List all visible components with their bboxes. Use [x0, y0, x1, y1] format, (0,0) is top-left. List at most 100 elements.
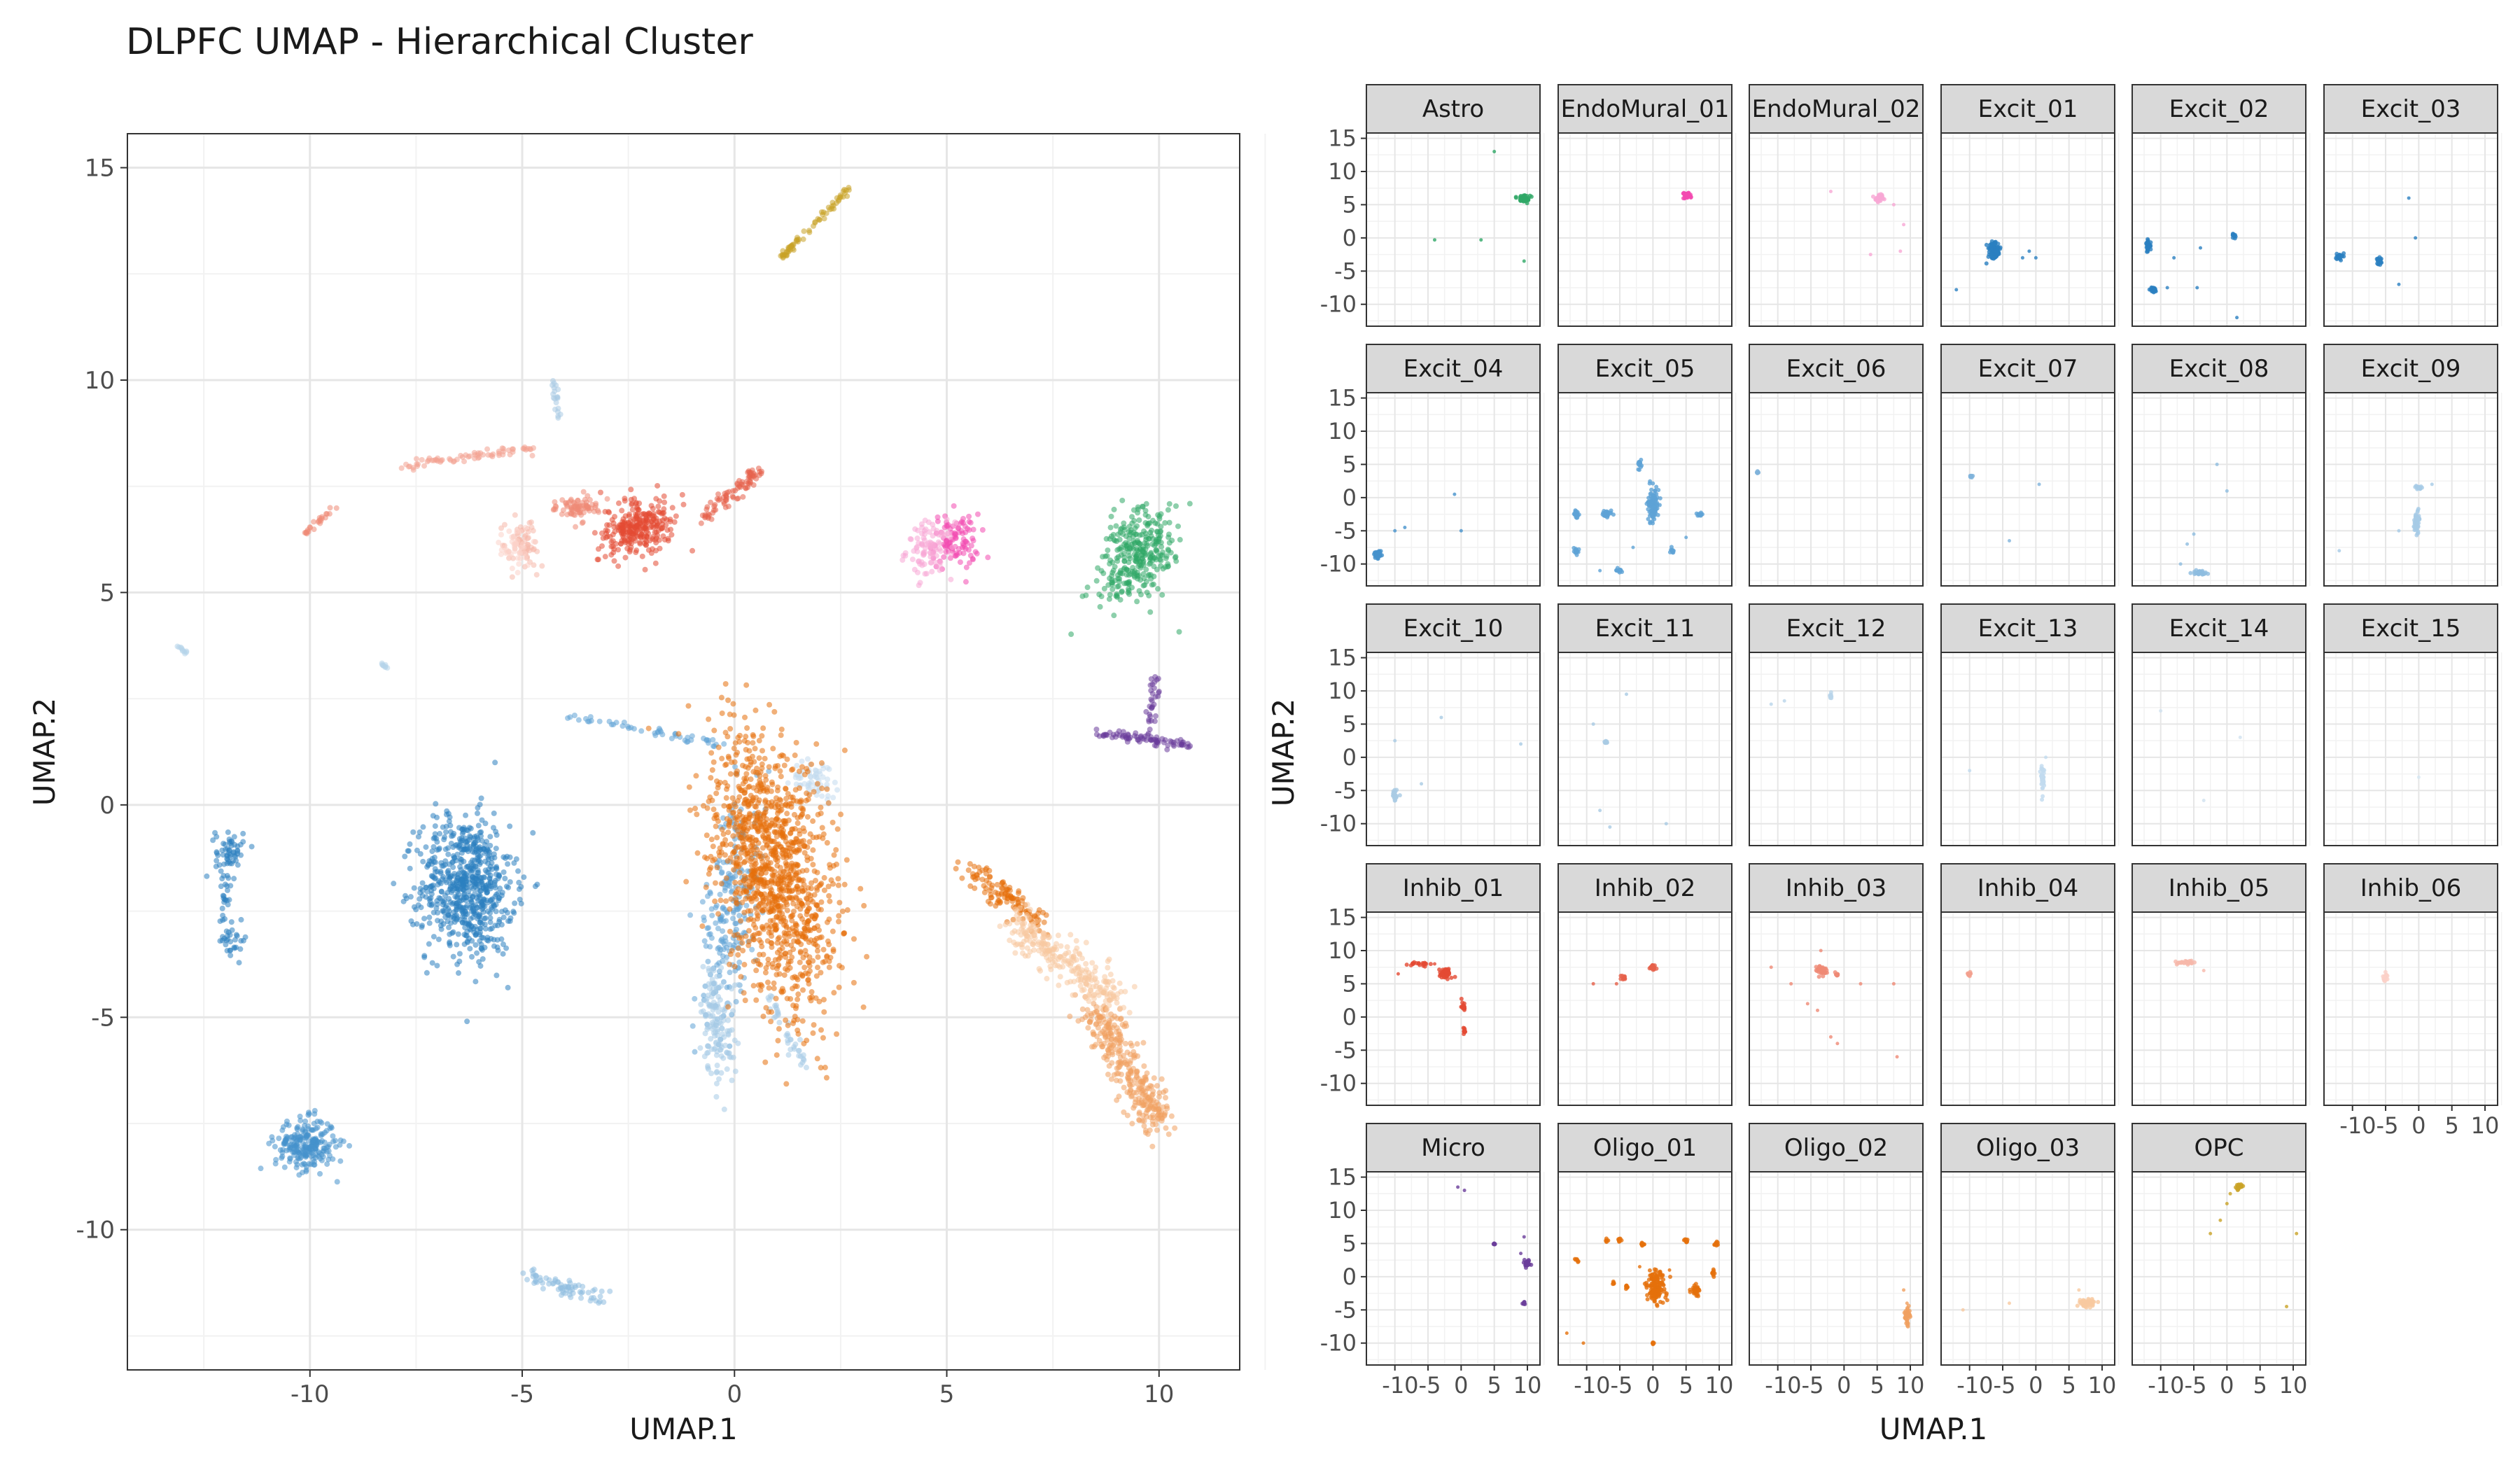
point-Oligo_01 [826, 941, 832, 948]
point-Oligo_03 [1093, 964, 1099, 970]
point-Excit_09 [709, 976, 715, 983]
point-Oligo_01 [722, 680, 729, 687]
point-Astro [1112, 578, 1118, 584]
point-Excit_09 [724, 1028, 730, 1034]
point-Astro [1108, 513, 1114, 519]
point-Excit_01 [445, 851, 451, 858]
point-Excit_04 [310, 1152, 316, 1158]
point-Excit_04 [291, 1152, 298, 1158]
point-Oligo_02 [1139, 1118, 1145, 1124]
point-Oligo_02 [1130, 1105, 1137, 1111]
point-Oligo_02 [1119, 1071, 1125, 1077]
point-Excit_04 [302, 1123, 308, 1129]
point-Micro [1141, 736, 1147, 742]
point-Excit_01 [455, 931, 461, 937]
point-Oligo_01 [989, 882, 995, 888]
point-Oligo_01 [850, 936, 857, 942]
point-Oligo_01 [831, 852, 837, 858]
point-Inhib_03 [333, 505, 340, 511]
point-Oligo_01 [745, 908, 751, 914]
point-Excit_02 [240, 830, 246, 836]
point-Excit_02 [234, 933, 240, 939]
point-Excit_05 [692, 995, 698, 1002]
point-Excit_01 [486, 875, 493, 881]
point-Excit_01 [430, 886, 437, 892]
point-Oligo_01 [746, 783, 752, 790]
point-Astro [1107, 561, 1113, 567]
point-Excit_01 [430, 909, 437, 916]
point-Excit_09 [713, 1081, 720, 1087]
point-Excit_04 [293, 1164, 300, 1170]
point-Excit_02 [213, 863, 219, 869]
point-Oligo_01 [722, 836, 729, 843]
point-Oligo_01 [783, 795, 790, 802]
point-Inhib_01 [659, 524, 666, 531]
point-Excit_01 [493, 972, 500, 979]
point-Inhib_01 [610, 538, 616, 544]
point-Oligo_01 [729, 948, 735, 954]
point-Inhib_01 [650, 536, 656, 542]
point-Astro [1126, 587, 1132, 594]
point-Excit_01 [447, 829, 454, 835]
point-Astro [1151, 564, 1157, 570]
point-Astro [1137, 532, 1143, 538]
point-Excit_01 [423, 884, 429, 890]
point-Oligo_01 [820, 946, 827, 953]
point-Excit_01 [458, 850, 465, 856]
point-EndoMural_02 [911, 548, 917, 554]
point-Excit_01 [454, 851, 461, 858]
point-Excit_01 [463, 839, 470, 846]
point-Oligo_02 [1144, 1107, 1150, 1113]
point-Excit_05 [717, 950, 723, 956]
point-Excit_04 [295, 1134, 301, 1140]
point-Excit_09 [800, 1052, 806, 1058]
point-Astro [1136, 573, 1142, 579]
point-Astro [1093, 578, 1100, 584]
point-OPC [787, 244, 793, 250]
point-Excit_05 [736, 959, 743, 965]
point-EndoMural_01 [974, 511, 981, 517]
point-Oligo_01 [764, 842, 770, 848]
point-Excit_01 [478, 829, 484, 835]
point-Oligo_01 [760, 908, 766, 914]
point-Astro [1130, 565, 1136, 571]
point-OPC [811, 223, 817, 229]
point-Oligo_01 [981, 883, 987, 889]
point-Oligo_01 [687, 807, 693, 813]
point-Oligo_01 [988, 892, 994, 898]
point-Excit_01 [507, 878, 513, 885]
point-Oligo_02 [1154, 1083, 1161, 1089]
point-Oligo_01 [783, 1017, 789, 1023]
point-Excit_02 [226, 836, 232, 842]
point-EndoMural_02 [925, 540, 931, 547]
point-Oligo_01 [715, 911, 722, 917]
point-Astro [1166, 519, 1172, 526]
point-EndoMural_02 [949, 544, 955, 550]
point-Excit_01 [458, 895, 464, 901]
point-EndoMural_01 [960, 550, 967, 556]
point-Oligo_01 [796, 768, 802, 774]
point-Oligo_01 [748, 759, 754, 765]
point-Oligo_01 [752, 818, 759, 824]
point-Excit_01 [499, 890, 505, 896]
point-Oligo_03 [1031, 932, 1037, 939]
point-Oligo_03 [1024, 902, 1030, 908]
point-Oligo_03 [1057, 974, 1063, 980]
point-Oligo_01 [757, 786, 764, 792]
point-OPC [821, 216, 827, 222]
point-Oligo_01 [826, 892, 832, 899]
point-EndoMural_02 [913, 544, 920, 550]
point-Oligo_01 [741, 873, 748, 879]
point-Oligo_01 [1041, 919, 1047, 925]
point-Excit_01 [500, 941, 506, 948]
point-Excit_09 [714, 1001, 720, 1007]
point-Micro [1120, 732, 1126, 738]
point-Excit_01 [484, 890, 490, 896]
point-Inhib_01 [631, 496, 638, 502]
point-Oligo_01 [776, 962, 782, 968]
point-Oligo_01 [795, 991, 802, 997]
point-Excit_09 [803, 1065, 809, 1071]
point-Oligo_01 [965, 867, 972, 874]
point-Oligo_01 [762, 1059, 769, 1065]
point-Inhib_01 [628, 545, 634, 551]
